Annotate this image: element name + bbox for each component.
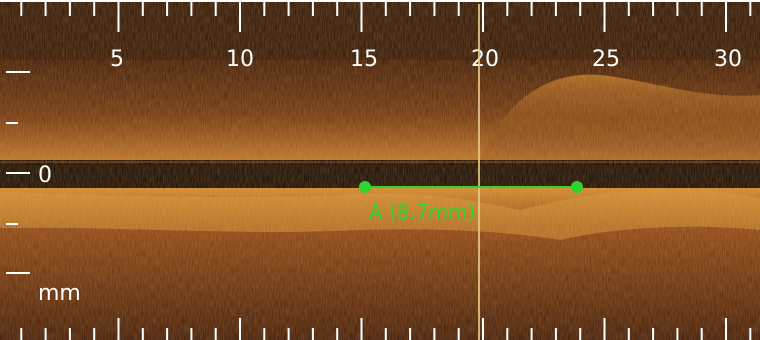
x-tick-label: 20 <box>471 47 499 72</box>
top-ruler <box>20 2 752 32</box>
top-ruler-labels: 5 10 15 20 25 30 <box>110 47 742 72</box>
green-dot-marker-icon[interactable] <box>359 181 371 193</box>
left-depth-ruler <box>6 71 30 274</box>
depth-zero-label: 0 <box>38 163 52 188</box>
measurement-a[interactable]: A (8.7mm) <box>359 181 583 224</box>
depth-unit-label: mm <box>38 281 81 306</box>
x-tick-label: 25 <box>592 47 620 72</box>
x-tick-label: 5 <box>110 47 124 72</box>
x-tick-label: 15 <box>350 47 378 72</box>
x-tick-label: 30 <box>714 47 742 72</box>
measurement-label: A (8.7mm) <box>369 200 475 224</box>
green-dot-marker-icon[interactable] <box>571 181 583 193</box>
x-tick-label: 10 <box>226 47 254 72</box>
bottom-ruler <box>20 318 752 340</box>
